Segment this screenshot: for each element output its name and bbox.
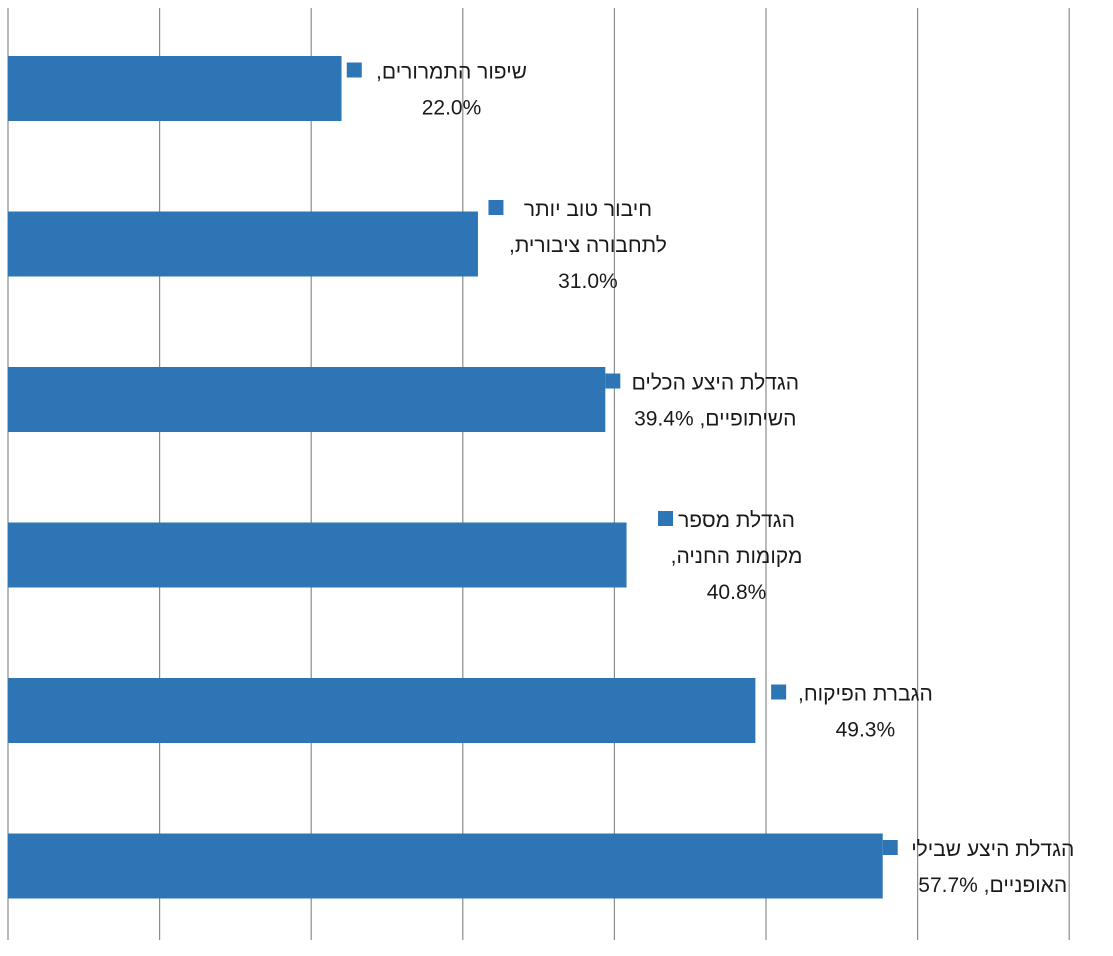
- data-label: הגדלת היצע הכלים השיתופיים, 39.4%: [605, 372, 799, 431]
- data-label: הגדלת מספר מקומות החניה, 40.8%: [658, 509, 802, 604]
- data-label-line: 40.8%: [707, 581, 767, 604]
- data-label-line: השיתופיים, 39.4%: [634, 408, 796, 431]
- bar: [8, 211, 478, 277]
- bar: [8, 833, 883, 899]
- data-label: שיפור התמרורים, 22.0%: [346, 61, 527, 120]
- bar: [8, 522, 627, 588]
- data-label-line: 49.3%: [836, 719, 896, 742]
- legend-key-square: [771, 684, 787, 700]
- data-label-line: לתחבורה ציבורית,: [509, 234, 667, 257]
- bar: [8, 56, 342, 121]
- data-label: הגדלת היצע שבילי האופניים, 57.7%: [882, 838, 1074, 897]
- legend-key-square: [488, 200, 504, 215]
- data-label: חיבור טוב יותר לתחבורה ציבורית, 31.0%: [488, 198, 667, 293]
- legend-key-square: [346, 62, 362, 78]
- legend-key-square: [658, 511, 674, 526]
- data-label-line: הגדלת היצע הכלים: [632, 372, 799, 395]
- data-label-line: חיבור טוב יותר: [524, 198, 652, 221]
- legend-key-square: [882, 840, 898, 855]
- data-label-line: 22.0%: [422, 97, 482, 120]
- data-label-line: הגברת הפיקוח,: [798, 683, 933, 706]
- data-label-line: 31.0%: [558, 270, 618, 293]
- bars: [8, 56, 883, 899]
- data-label-line: הגדלת היצע שבילי: [911, 838, 1074, 861]
- gridlines: [7, 8, 1070, 940]
- data-label-line: האופניים, 57.7%: [918, 874, 1067, 897]
- data-label-line: שיפור התמרורים,: [376, 61, 527, 84]
- data-label: הגברת הפיקוח, 49.3%: [771, 683, 933, 742]
- bar: [8, 678, 756, 743]
- legend-key-square: [605, 373, 621, 389]
- bar: [8, 367, 606, 432]
- data-label-line: הגדלת מספר: [678, 509, 795, 532]
- data-labels: שיפור התמרורים, 22.0% חיבור טוב יותר לתחבור…: [346, 61, 1074, 897]
- data-label-line: מקומות החניה,: [671, 545, 803, 568]
